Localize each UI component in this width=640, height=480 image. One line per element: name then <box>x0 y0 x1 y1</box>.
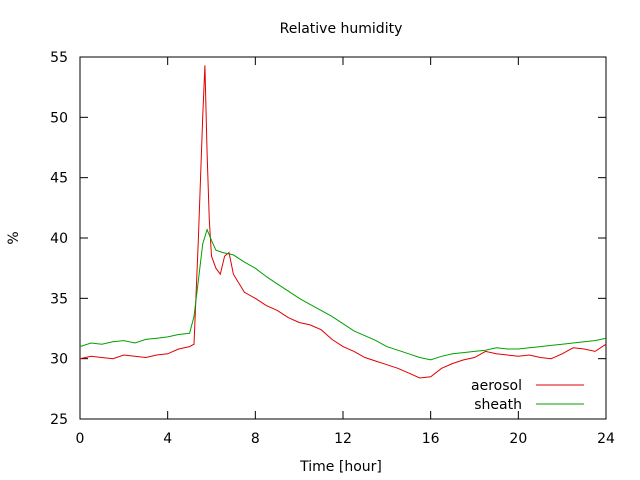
legend-label-sheath: sheath <box>474 397 522 413</box>
y-tick-label: 45 <box>50 171 68 187</box>
legend: aerosol sheath <box>471 378 584 413</box>
y-axis-label: % <box>6 231 22 244</box>
series-layer <box>79 65 607 379</box>
x-tick-label: 20 <box>509 431 527 447</box>
y-tick-label: 25 <box>50 412 68 428</box>
y-tick-label: 50 <box>50 110 68 126</box>
y-tick-label: 35 <box>50 291 68 307</box>
series-line-sheath <box>79 228 607 361</box>
legend-label-aerosol: aerosol <box>471 378 522 394</box>
y-tick-label: 30 <box>50 352 68 368</box>
series-line-aerosol <box>79 65 607 379</box>
x-tick-label: 4 <box>163 431 172 447</box>
x-tick-label: 12 <box>334 431 352 447</box>
x-axis-label: Time [hour] <box>299 459 382 475</box>
plot-frame <box>79 56 607 420</box>
y-tick-label: 40 <box>50 231 68 247</box>
x-ticks: 0 4 8 12 16 20 24 <box>76 57 615 447</box>
y-ticks: 25 30 35 40 45 50 55 <box>50 50 606 428</box>
x-tick-label: 16 <box>422 431 440 447</box>
x-tick-label: 0 <box>76 431 85 447</box>
x-tick-label: 24 <box>597 431 615 447</box>
y-tick-label: 55 <box>50 50 68 66</box>
chart-title: Relative humidity <box>280 21 403 37</box>
x-tick-label: 8 <box>251 431 260 447</box>
